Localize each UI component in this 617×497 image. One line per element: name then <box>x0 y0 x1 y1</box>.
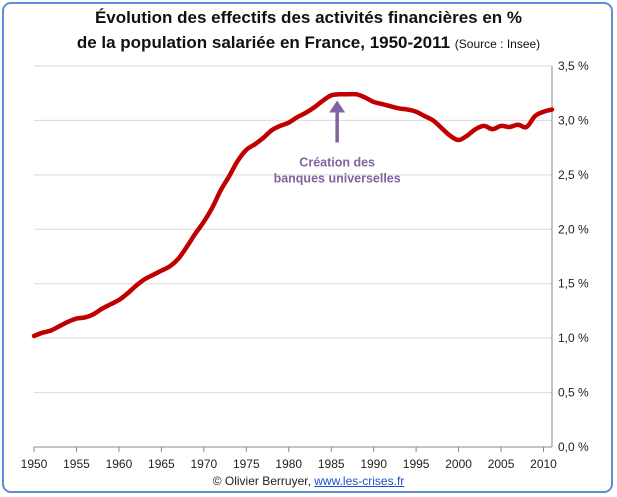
y-tick-label: 3,0 % <box>558 113 589 127</box>
y-tick-label: 1,5 % <box>558 277 589 291</box>
chart-frame <box>2 2 613 493</box>
x-tick-label: 1975 <box>233 457 260 471</box>
y-tick-label: 3,5 % <box>558 59 589 73</box>
x-axis-tick-labels: 1950 1955 1960 1965 1970 1975 1980 1985 1990 1995… <box>21 457 558 471</box>
y-tick-label: 0,5 % <box>558 386 589 400</box>
x-tick-label: 1965 <box>148 457 175 471</box>
x-tick-label: 1995 <box>403 457 430 471</box>
x-tick-label: 1990 <box>360 457 387 471</box>
y-tick-label: 0,0 % <box>558 440 589 454</box>
y-tick-label: 2,0 % <box>558 222 589 236</box>
footer-author: © Olivier Berruyer, <box>212 474 311 488</box>
x-tick-label: 2005 <box>488 457 515 471</box>
chart-source: (Source : Insee) <box>454 37 541 51</box>
y-tick-label: 1,0 % <box>558 331 589 345</box>
y-axis-tick-labels: 0,0 % 0,5 % 1,0 % 1,5 % 2,0 % 2,5 % 3,0 % 3,5 % <box>558 59 589 454</box>
annotation-text-line2: banques universelles <box>274 171 401 185</box>
chart-title-line2: de la population salariée en France, 195… <box>0 33 617 53</box>
footer-link[interactable]: www.les-crises.fr <box>314 474 405 488</box>
x-tick-label: 1985 <box>318 457 345 471</box>
series-line <box>31 91 555 339</box>
x-tick-label: 1950 <box>21 457 48 471</box>
x-tick-label: 2010 <box>530 457 557 471</box>
x-tick-label: 1955 <box>63 457 90 471</box>
x-tick-label: 2000 <box>445 457 472 471</box>
axes <box>33 66 553 452</box>
annotations: Création des banques universelles <box>274 100 401 185</box>
footer: © Olivier Berruyer, www.les-crises.fr <box>0 474 617 488</box>
chart-title-line2-text: de la population salariée en France, 195… <box>76 33 451 52</box>
annotation-arrow-head <box>329 100 346 113</box>
gridlines <box>34 65 552 394</box>
series-lines <box>31 91 555 339</box>
y-tick-label: 2,5 % <box>558 168 589 182</box>
x-tick-label: 1960 <box>106 457 133 471</box>
chart-title-line1: Évolution des effectifs des activités fi… <box>94 8 523 27</box>
x-tick-label: 1970 <box>190 457 217 471</box>
x-tick-label: 1980 <box>275 457 302 471</box>
annotation-text-line1: Création des <box>299 155 375 169</box>
